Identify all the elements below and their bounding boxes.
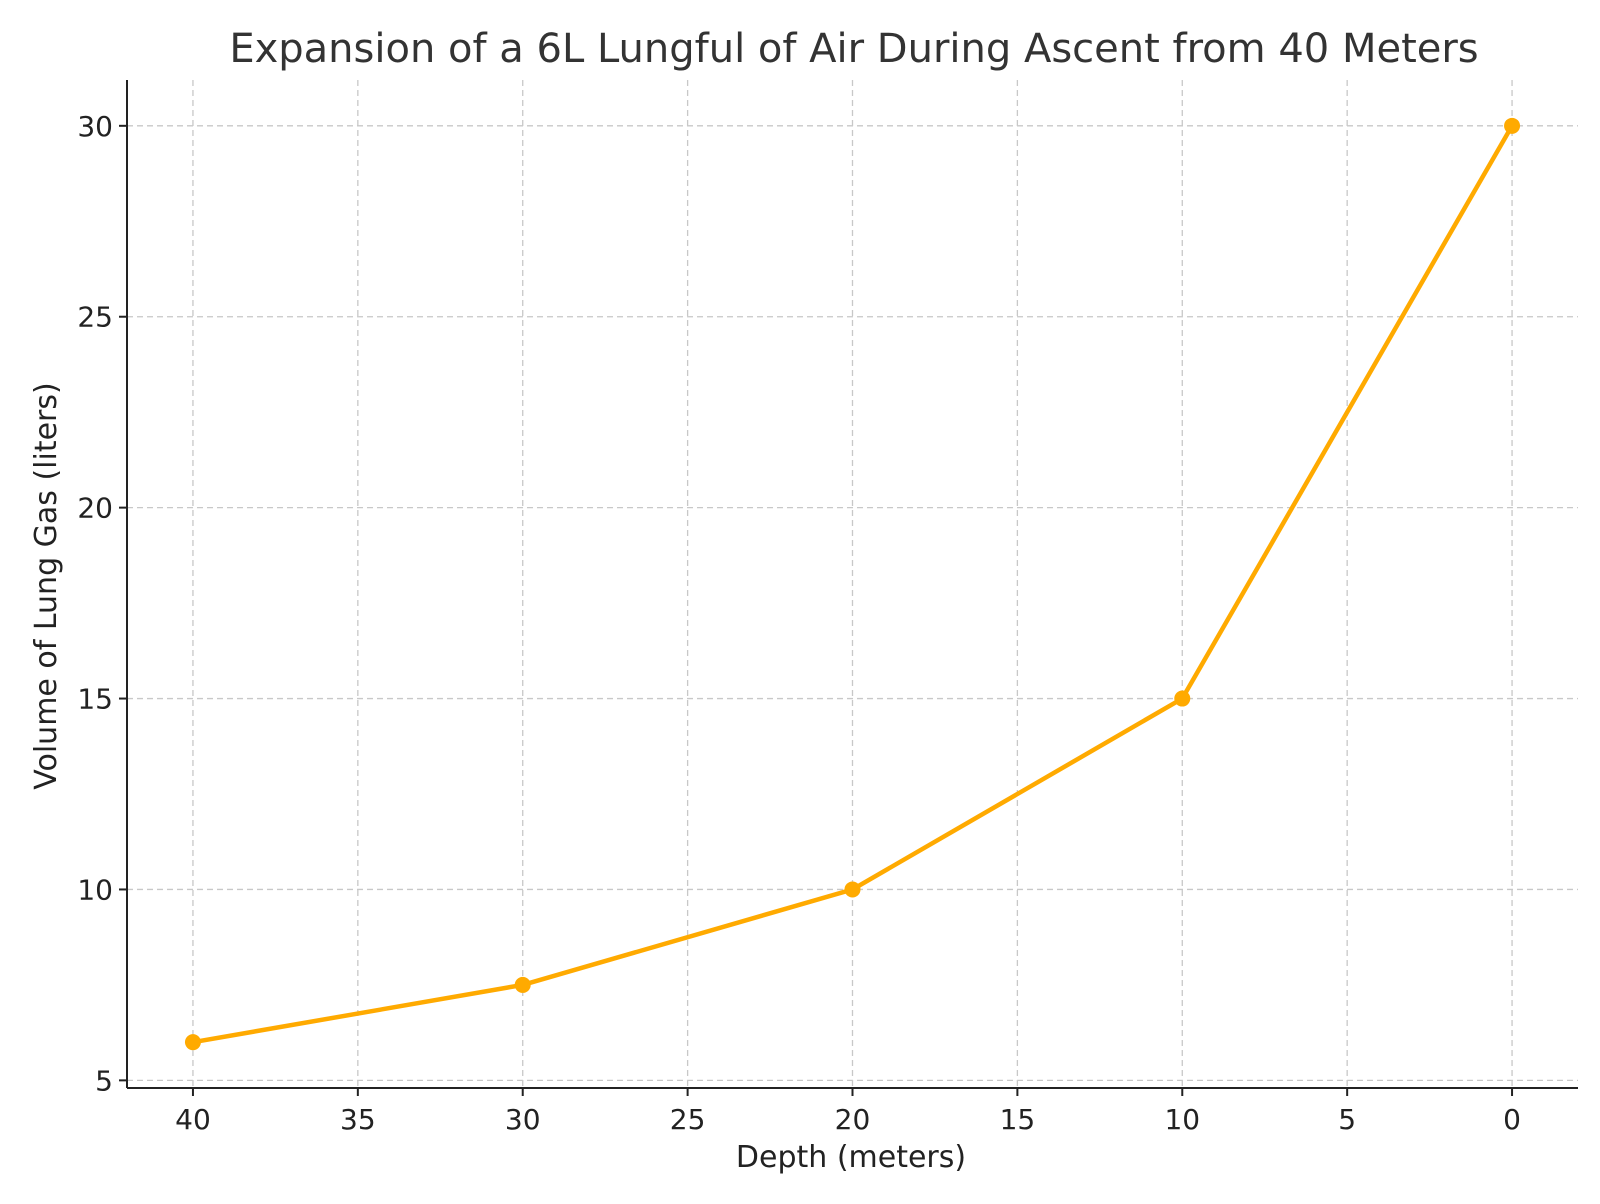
x-tick-label: 10 (1164, 1103, 1200, 1136)
chart-title: Expansion of a 6L Lungful of Air During … (229, 26, 1478, 72)
data-point-marker (1504, 117, 1521, 134)
x-tick-label: 20 (835, 1103, 871, 1136)
y-tick-label: 25 (77, 301, 113, 334)
x-tick-label: 0 (1503, 1103, 1521, 1136)
x-tick-label: 15 (1000, 1103, 1036, 1136)
y-tick-label: 10 (77, 873, 113, 906)
data-point-marker (844, 881, 861, 898)
y-tick-label: 20 (77, 492, 113, 525)
ticks-layer: 40 35 30 25 20 15 10 5 0 5 10 15 20 25 30 (77, 110, 1521, 1136)
series-layer (184, 117, 1521, 1051)
x-tick-label: 35 (340, 1103, 376, 1136)
grid-layer (127, 80, 1578, 1088)
x-tick-label: 25 (670, 1103, 706, 1136)
x-axis-label: Depth (meters) (736, 1140, 966, 1175)
data-point-marker (184, 1034, 201, 1051)
data-point-marker (1174, 690, 1191, 707)
y-tick-label: 30 (77, 110, 113, 143)
y-tick-label: 5 (95, 1064, 113, 1097)
x-tick-label: 40 (175, 1103, 211, 1136)
y-tick-label: 15 (77, 683, 113, 716)
x-tick-label: 5 (1338, 1103, 1356, 1136)
data-point-marker (514, 976, 531, 993)
x-tick-label: 30 (505, 1103, 541, 1136)
y-axis-label: Volume of Lung Gas (liters) (29, 382, 64, 789)
